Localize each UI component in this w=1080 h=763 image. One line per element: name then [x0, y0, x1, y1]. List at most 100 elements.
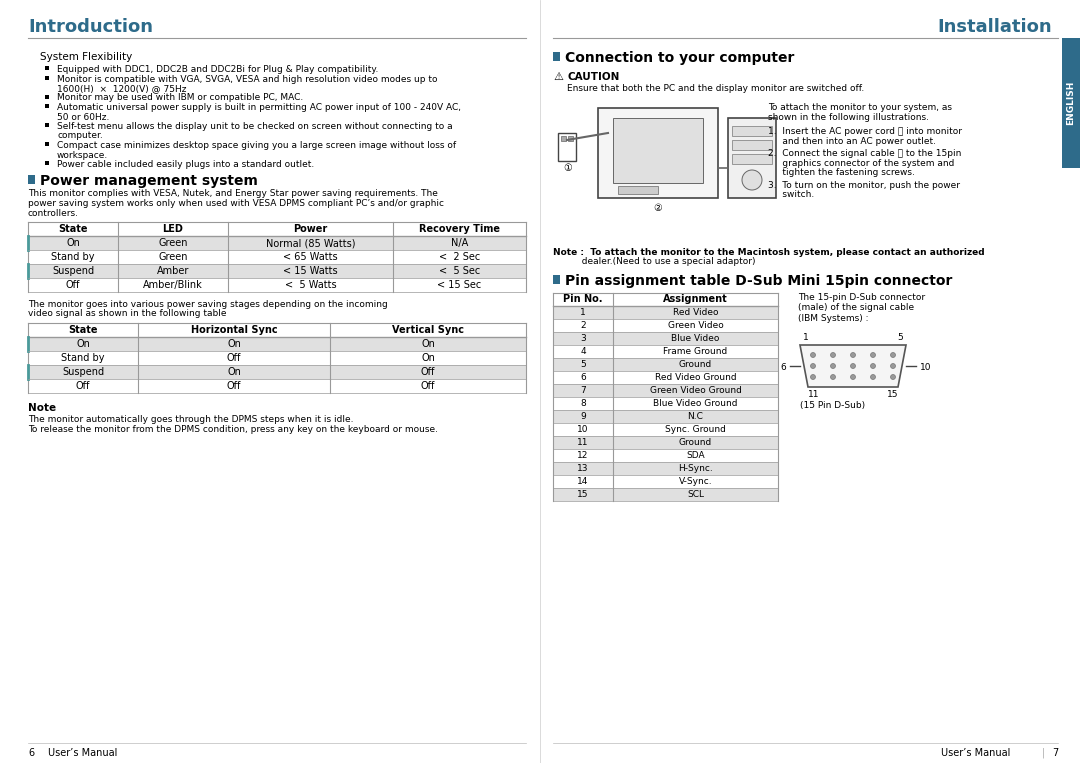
Circle shape — [891, 375, 895, 379]
Circle shape — [870, 353, 876, 358]
Bar — [561, 136, 566, 141]
Text: 50 or 60Hz.: 50 or 60Hz. — [57, 112, 109, 121]
Text: N/A: N/A — [450, 238, 468, 248]
Text: Recovery Time: Recovery Time — [419, 224, 500, 234]
Text: The monitor goes into various power saving stages depending on the incoming: The monitor goes into various power savi… — [28, 300, 388, 309]
Bar — [553, 306, 778, 319]
Text: Red Video Ground: Red Video Ground — [654, 373, 737, 382]
Text: On: On — [76, 339, 90, 349]
Circle shape — [742, 170, 762, 190]
Text: 1: 1 — [580, 308, 585, 317]
Bar — [553, 332, 778, 345]
Text: Green: Green — [159, 238, 188, 248]
Text: power saving system works only when used with VESA DPMS compliant PC’s and/or gr: power saving system works only when used… — [28, 199, 444, 208]
Text: To attach the monitor to your system, as: To attach the monitor to your system, as — [768, 103, 951, 112]
Circle shape — [891, 363, 895, 369]
Text: On: On — [421, 353, 435, 363]
Bar — [553, 52, 561, 61]
Text: 14: 14 — [578, 477, 589, 486]
Bar — [728, 118, 777, 198]
Bar — [732, 140, 772, 150]
Text: H-Sync.: H-Sync. — [678, 464, 713, 473]
Text: Power: Power — [294, 224, 327, 234]
Text: video signal as shown in the following table: video signal as shown in the following t… — [28, 310, 227, 318]
Text: controllers.: controllers. — [28, 208, 79, 217]
Text: Power cable included easily plugs into a standard outlet.: Power cable included easily plugs into a… — [57, 160, 314, 169]
Text: 4: 4 — [580, 347, 585, 356]
Text: dealer.(Need to use a special adaptor): dealer.(Need to use a special adaptor) — [553, 257, 756, 266]
Text: On: On — [421, 339, 435, 349]
Text: 7: 7 — [580, 386, 585, 395]
Text: switch.: switch. — [768, 190, 814, 199]
Text: <  5 Watts: < 5 Watts — [285, 280, 336, 290]
Bar — [45, 66, 49, 70]
Text: Green Video Ground: Green Video Ground — [649, 386, 742, 395]
Text: 1: 1 — [804, 333, 809, 342]
Bar — [553, 275, 561, 284]
Text: ENGLISH: ENGLISH — [1067, 81, 1076, 125]
Text: 1600(H)  ×  1200(V) @ 75Hz: 1600(H) × 1200(V) @ 75Hz — [57, 84, 187, 93]
Text: On: On — [227, 367, 241, 377]
Bar — [553, 462, 778, 475]
Text: Suspend: Suspend — [62, 367, 104, 377]
Circle shape — [851, 375, 855, 379]
Circle shape — [870, 363, 876, 369]
Text: Self-test menu allows the display unit to be checked on screen without connectin: Self-test menu allows the display unit t… — [57, 122, 453, 131]
Text: Off: Off — [227, 381, 241, 391]
Bar — [45, 95, 49, 98]
Text: shown in the following illustrations.: shown in the following illustrations. — [768, 112, 929, 121]
Circle shape — [891, 353, 895, 358]
Text: State: State — [68, 325, 98, 335]
Circle shape — [851, 353, 855, 358]
Text: 13: 13 — [577, 464, 589, 473]
Text: 15: 15 — [887, 390, 897, 399]
Text: Automatic universal power supply is built in permitting AC power input of 100 - : Automatic universal power supply is buil… — [57, 103, 461, 112]
Text: Ensure that both the PC and the display monitor are switched off.: Ensure that both the PC and the display … — [567, 84, 864, 93]
Text: Stand by: Stand by — [51, 252, 95, 262]
Text: 9: 9 — [580, 412, 585, 421]
Text: < 15 Watts: < 15 Watts — [283, 266, 338, 276]
Text: Note :  To attach the monitor to the Macintosh system, please contact an authori: Note : To attach the monitor to the Maci… — [553, 248, 985, 257]
Text: Horizontal Sync: Horizontal Sync — [191, 325, 278, 335]
Text: Green Video: Green Video — [667, 321, 724, 330]
Text: 3: 3 — [580, 334, 585, 343]
Polygon shape — [800, 345, 906, 387]
Text: Blue Video Ground: Blue Video Ground — [653, 399, 738, 408]
Bar — [553, 436, 778, 449]
Text: System Flexibility: System Flexibility — [40, 52, 132, 62]
Text: Amber/Blink: Amber/Blink — [144, 280, 203, 290]
Circle shape — [831, 353, 836, 358]
Bar — [553, 384, 778, 397]
Text: 6: 6 — [28, 748, 35, 758]
Bar — [28, 365, 526, 379]
Text: Note: Note — [28, 403, 56, 413]
Text: 3.  To turn on the monitor, push the power: 3. To turn on the monitor, push the powe… — [768, 181, 960, 189]
Text: State: State — [58, 224, 87, 234]
Circle shape — [810, 353, 815, 358]
Text: Monitor is compatible with VGA, SVGA, VESA and high resolution video modes up to: Monitor is compatible with VGA, SVGA, VE… — [57, 75, 437, 83]
Text: 2.  Connect the signal cable Ⓑ to the 15pin: 2. Connect the signal cable Ⓑ to the 15p… — [768, 149, 961, 158]
Text: Installation: Installation — [937, 18, 1052, 36]
Text: Amber: Amber — [157, 266, 189, 276]
Bar — [1062, 38, 1080, 168]
Bar — [598, 108, 718, 198]
Bar — [613, 118, 703, 183]
Bar — [618, 186, 658, 194]
Text: <  5 Sec: < 5 Sec — [438, 266, 481, 276]
Bar — [553, 410, 778, 423]
Text: Equipped with DDC1, DDC2B and DDC2Bi for Plug & Play compatibility.: Equipped with DDC1, DDC2B and DDC2Bi for… — [57, 65, 378, 74]
Text: The 15-pin D-Sub connector
(male) of the signal cable
(IBM Systems) :: The 15-pin D-Sub connector (male) of the… — [798, 293, 926, 323]
Text: Blue Video: Blue Video — [672, 334, 719, 343]
Circle shape — [831, 363, 836, 369]
Text: SCL: SCL — [687, 490, 704, 499]
Text: Green: Green — [159, 252, 188, 262]
Text: Introduction: Introduction — [28, 18, 153, 36]
Text: ②: ② — [653, 203, 662, 213]
Text: 5: 5 — [897, 333, 903, 342]
Text: computer.: computer. — [57, 131, 103, 140]
Text: 15: 15 — [577, 490, 589, 499]
Text: 5: 5 — [580, 360, 585, 369]
Circle shape — [831, 375, 836, 379]
Text: 12: 12 — [578, 451, 589, 460]
Bar — [553, 488, 778, 501]
